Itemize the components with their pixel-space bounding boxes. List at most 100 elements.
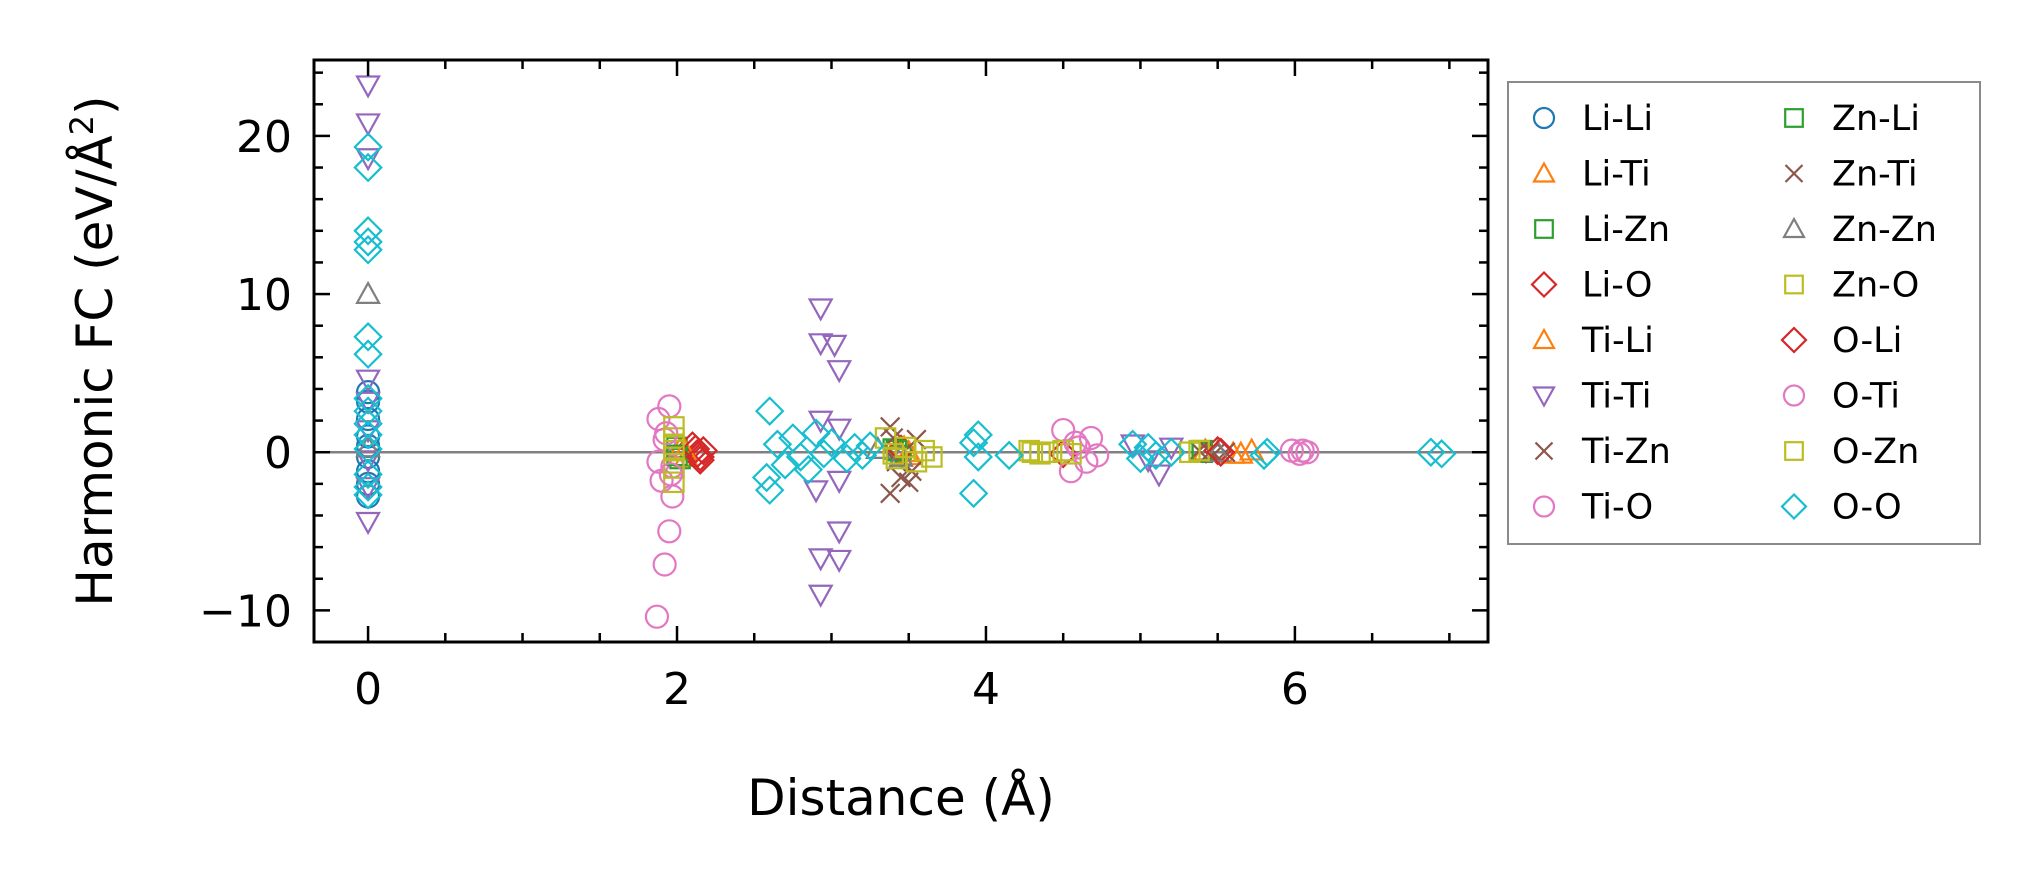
point-o-o-21: [785, 442, 816, 472]
point-ti-ti-14: [826, 418, 853, 442]
x-tick-label-0: 0: [354, 664, 382, 715]
legend-marker-ti-zn: [1534, 441, 1554, 461]
point-o-o-2: [353, 216, 383, 246]
point-o-o-4: [353, 235, 383, 265]
point-o-ti-3: [1290, 438, 1315, 463]
point-zn-o-10: [921, 446, 943, 468]
legend-label-ti-o: Ti-O: [1581, 488, 1653, 528]
legend-marker-ti-o: [1532, 495, 1556, 518]
legend-marker-li-li: [1532, 106, 1556, 130]
point-o-o-43: [1426, 439, 1457, 469]
legend-label-zn-zn: Zn-Zn: [1832, 210, 1937, 250]
legend-marker-zn-li: [1784, 108, 1804, 128]
point-o-o-10: [353, 420, 383, 450]
point-o-o-22: [793, 454, 824, 485]
point-ti-o-10: [1051, 417, 1076, 443]
legend-marker-li-ti: [1532, 161, 1556, 183]
point-o-o-30: [958, 427, 989, 458]
point-o-zn-1: [882, 443, 905, 465]
point-o-o-12: [353, 459, 383, 490]
legend-marker-ti-ti: [1532, 386, 1556, 408]
legend-label-li-ti: Li-Ti: [1582, 155, 1651, 195]
legend-label-zn-o: Zn-O: [1832, 266, 1919, 306]
point-ti-li-0: [671, 437, 698, 461]
point-ti-zn-0: [880, 416, 901, 438]
legend-label-li-o: Li-O: [1582, 266, 1652, 306]
point-zn-zn-0: [355, 280, 381, 304]
point-o-ti-2: [1063, 430, 1088, 455]
point-ti-ti-10: [807, 333, 834, 357]
x-tick-label-1: 2: [663, 664, 691, 715]
point-ti-ti-6: [355, 450, 381, 474]
point-li-li-2: [355, 406, 381, 432]
point-ti-o-0: [644, 604, 670, 629]
point-o-o-16: [751, 462, 782, 493]
point-zn-o-12: [1029, 443, 1051, 465]
y-axis-label-close: ): [66, 95, 124, 115]
legend-label-ti-li: Ti-Li: [1581, 321, 1654, 361]
legend-marker-o-o: [1780, 492, 1808, 521]
plot-frame: [312, 58, 1490, 644]
y-axis-label: Harmonic FC (eV/Å2): [63, 95, 124, 606]
point-o-o-36: [1125, 443, 1156, 474]
point-o-o-6: [353, 339, 383, 369]
point-o-o-26: [832, 443, 862, 474]
point-zn-o-14: [1052, 439, 1074, 462]
point-o-o-32: [958, 478, 989, 509]
point-o-o-15: [754, 396, 785, 426]
legend-label-ti-zn: Ti-Zn: [1581, 432, 1671, 472]
point-o-o-1: [353, 152, 383, 183]
point-ti-ti-19: [826, 549, 853, 574]
point-zn-o-3: [663, 457, 685, 479]
point-o-o-0: [353, 132, 383, 162]
legend-label-ti-ti: Ti-Ti: [1581, 377, 1651, 417]
point-zn-o-15: [1060, 443, 1082, 465]
point-ti-o-14: [1078, 425, 1104, 451]
legend-marker-o-zn: [1784, 441, 1804, 461]
legend-marker-zn-zn: [1782, 216, 1806, 239]
point-ti-ti-18: [807, 548, 834, 572]
y-tick-label-1: 0: [264, 428, 292, 479]
y-axis-label-superscript: 2: [63, 115, 101, 135]
point-o-o-31: [963, 442, 993, 472]
point-o-li-0: [680, 434, 711, 464]
point-ti-ti-12: [826, 360, 853, 384]
point-ti-o-7: [646, 449, 671, 474]
point-o-o-24: [809, 439, 839, 469]
legend-marker-li-zn: [1534, 219, 1554, 239]
legend-marker-zn-o: [1784, 274, 1804, 295]
legend-label-li-zn: Li-Zn: [1582, 210, 1670, 250]
point-ti-ti-16: [826, 470, 853, 494]
legend-label-zn-li: Zn-Li: [1832, 99, 1920, 139]
legend-marker-ti-li: [1532, 327, 1556, 350]
x-axis-label: Distance (Å): [747, 769, 1055, 827]
x-tick-label-3: 6: [1281, 664, 1309, 715]
point-o-o-25: [816, 427, 847, 458]
legend-label-o-o: O-O: [1832, 488, 1902, 528]
legend-label-o-li: O-Li: [1832, 321, 1902, 361]
legend-box: [1507, 81, 1981, 545]
point-ti-ti-0: [355, 75, 381, 99]
point-ti-ti-17: [826, 521, 853, 545]
point-zn-o-0: [663, 416, 685, 438]
point-o-o-13: [353, 472, 383, 502]
point-ti-li-2: [1227, 440, 1254, 464]
y-axis-label-main: Harmonic FC (eV/Å: [66, 135, 124, 606]
point-o-o-19: [770, 450, 800, 480]
y-tick-label-0: −10: [199, 586, 292, 637]
point-ti-ti-9: [807, 298, 834, 322]
point-o-li-2: [1206, 437, 1236, 467]
point-zn-zn-1: [355, 434, 381, 458]
legend-marker-li-o: [1530, 270, 1558, 299]
y-tick-label-3: 20: [236, 112, 292, 163]
point-li-o-2: [685, 445, 715, 475]
point-o-o-5: [353, 322, 383, 352]
point-o-o-33: [963, 420, 993, 450]
point-ti-ti-11: [821, 334, 848, 358]
legend-marker-o-ti: [1782, 384, 1806, 407]
point-li-o-3: [688, 435, 719, 466]
point-o-o-29: [855, 431, 885, 461]
point-ti-o-2: [657, 519, 682, 544]
